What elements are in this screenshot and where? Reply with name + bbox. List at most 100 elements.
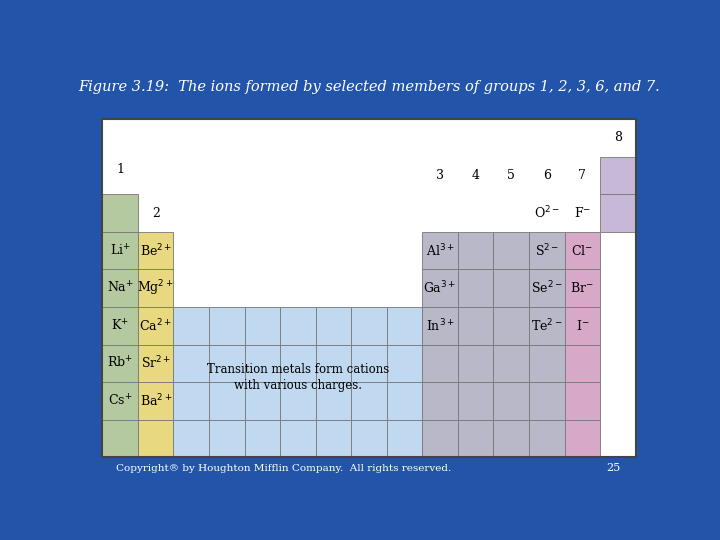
Text: Copyright® by Houghton Mifflin Company.  All rights reserved.: Copyright® by Houghton Mifflin Company. …: [116, 464, 451, 473]
Bar: [280, 420, 315, 457]
Bar: [458, 382, 493, 420]
Text: F$^{−}$: F$^{−}$: [574, 206, 591, 220]
Text: 5: 5: [508, 169, 515, 182]
Bar: [315, 307, 351, 345]
Text: Transition metals form cations: Transition metals form cations: [207, 362, 389, 375]
Bar: [209, 420, 245, 457]
Bar: [102, 269, 138, 307]
Bar: [458, 269, 493, 307]
Bar: [529, 269, 564, 307]
Bar: [600, 157, 636, 194]
Text: 7: 7: [578, 169, 586, 182]
Bar: [493, 269, 529, 307]
Bar: [493, 307, 529, 345]
Bar: [423, 307, 458, 345]
Text: Li$^{+}$: Li$^{+}$: [109, 243, 130, 258]
Bar: [280, 307, 315, 345]
Text: Figure 3.19:  The ions formed by selected members of groups 1, 2, 3, 6, and 7.: Figure 3.19: The ions formed by selected…: [78, 80, 660, 94]
Bar: [423, 420, 458, 457]
Text: K$^{+}$: K$^{+}$: [112, 318, 129, 333]
Text: Ga$^{3+}$: Ga$^{3+}$: [423, 280, 456, 296]
Bar: [138, 345, 174, 382]
Bar: [315, 420, 351, 457]
Text: 25: 25: [606, 463, 620, 474]
Bar: [138, 420, 174, 457]
Bar: [423, 269, 458, 307]
Bar: [564, 307, 600, 345]
Bar: [458, 232, 493, 269]
Bar: [102, 194, 138, 232]
Bar: [245, 382, 280, 420]
Bar: [387, 382, 423, 420]
Text: Mg$^{2+}$: Mg$^{2+}$: [138, 279, 174, 298]
Bar: [564, 382, 600, 420]
Bar: [458, 307, 493, 345]
Bar: [600, 194, 636, 232]
Bar: [458, 345, 493, 382]
Text: Ca$^{2+}$: Ca$^{2+}$: [140, 318, 172, 334]
Text: In$^{3+}$: In$^{3+}$: [426, 318, 454, 334]
Bar: [529, 382, 564, 420]
Bar: [493, 420, 529, 457]
Bar: [351, 382, 387, 420]
Text: Na$^{+}$: Na$^{+}$: [107, 281, 134, 296]
Bar: [493, 382, 529, 420]
Text: Be$^{2+}$: Be$^{2+}$: [140, 242, 172, 259]
Bar: [209, 345, 245, 382]
Text: 1: 1: [116, 164, 124, 177]
Bar: [102, 345, 138, 382]
Bar: [351, 420, 387, 457]
Text: Sr$^{2+}$: Sr$^{2+}$: [140, 355, 171, 372]
Text: I$^{−}$: I$^{−}$: [575, 319, 589, 333]
Bar: [493, 232, 529, 269]
Bar: [529, 420, 564, 457]
Bar: [102, 420, 138, 457]
Bar: [245, 307, 280, 345]
Text: 2: 2: [152, 207, 160, 220]
Bar: [315, 382, 351, 420]
Text: Se$^{2−}$: Se$^{2−}$: [531, 280, 562, 296]
Bar: [138, 382, 174, 420]
Text: Rb$^{+}$: Rb$^{+}$: [107, 356, 133, 371]
Bar: [387, 307, 423, 345]
Bar: [138, 232, 174, 269]
Bar: [423, 232, 458, 269]
Text: Cs$^{+}$: Cs$^{+}$: [108, 393, 132, 409]
Bar: [423, 345, 458, 382]
Bar: [174, 382, 209, 420]
Bar: [245, 420, 280, 457]
Bar: [174, 420, 209, 457]
Bar: [102, 232, 138, 269]
Bar: [351, 307, 387, 345]
Bar: [174, 345, 209, 382]
Bar: [315, 345, 351, 382]
Bar: [280, 345, 315, 382]
Bar: [423, 382, 458, 420]
Text: Cl$^{−}$: Cl$^{−}$: [571, 244, 593, 258]
Text: 6: 6: [543, 169, 551, 182]
Text: O$^{2−}$: O$^{2−}$: [534, 205, 559, 221]
Text: Te$^{2−}$: Te$^{2−}$: [531, 318, 562, 334]
Text: with various charges.: with various charges.: [234, 380, 362, 393]
Bar: [209, 307, 245, 345]
Bar: [529, 307, 564, 345]
Bar: [351, 345, 387, 382]
Bar: [529, 345, 564, 382]
Bar: [102, 119, 636, 457]
Text: Al$^{3+}$: Al$^{3+}$: [426, 242, 454, 259]
Bar: [174, 307, 209, 345]
Bar: [387, 345, 423, 382]
Bar: [245, 345, 280, 382]
Bar: [564, 269, 600, 307]
Bar: [387, 420, 423, 457]
Bar: [458, 420, 493, 457]
Bar: [564, 232, 600, 269]
Bar: [280, 382, 315, 420]
Bar: [102, 307, 138, 345]
Text: 3: 3: [436, 169, 444, 182]
Text: Br$^{−}$: Br$^{−}$: [570, 281, 594, 295]
Text: S$^{2−}$: S$^{2−}$: [534, 242, 559, 259]
Bar: [102, 382, 138, 420]
Bar: [102, 119, 636, 457]
Bar: [138, 307, 174, 345]
